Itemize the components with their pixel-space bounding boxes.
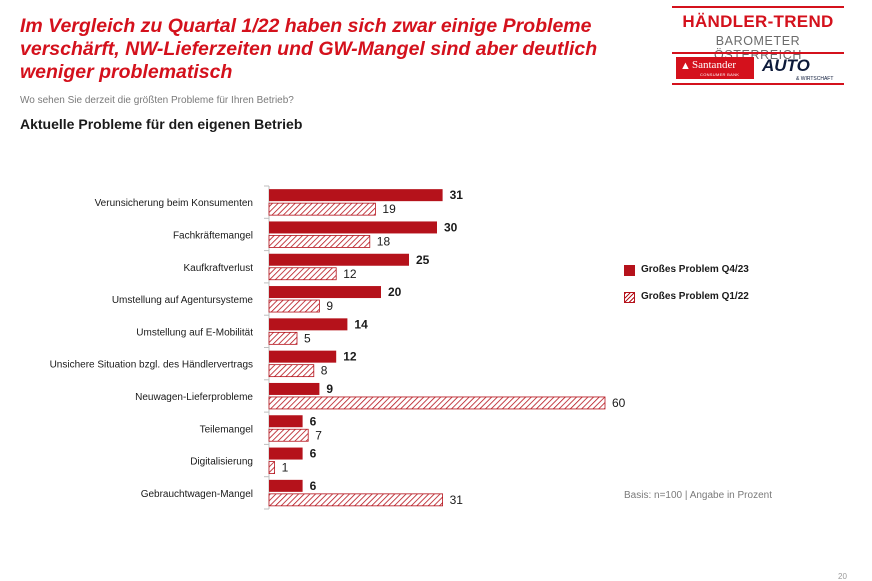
- bar-q1-22: [268, 493, 444, 507]
- basis-note: Basis: n=100 | Angabe in Prozent: [624, 490, 772, 501]
- category-label: Neuwagen-Lieferprobleme: [135, 392, 253, 403]
- data-label: 8: [321, 364, 328, 378]
- data-label: 6: [310, 414, 317, 428]
- data-label: 30: [444, 220, 458, 234]
- data-label: 9: [326, 299, 333, 313]
- category-label: Umstellung auf E-Mobilität: [136, 327, 253, 338]
- legend-item-q1-22: Großes Problem Q1/22: [624, 291, 844, 305]
- bar-q1-22: [268, 299, 320, 313]
- bar-q4-23: [269, 350, 337, 363]
- legend-label: Großes Problem Q1/22: [641, 291, 749, 302]
- bar-q4-23: [269, 479, 303, 492]
- auto-wirtschaft-logo: AUTO: [762, 56, 810, 75]
- logo-mid-rule: [672, 52, 844, 54]
- bar-q1-22: [268, 235, 371, 248]
- category-label: Kaufkraftverlust: [184, 263, 254, 274]
- auto-wirtschaft-tag: & WIRTSCHAFT: [796, 76, 834, 82]
- data-label: 9: [326, 382, 333, 396]
- bar-q4-23: [269, 286, 381, 299]
- data-label: 19: [382, 202, 396, 216]
- data-label: 7: [315, 428, 322, 442]
- data-label: 12: [343, 267, 357, 281]
- bar-q1-22: [268, 461, 275, 474]
- survey-question: Wo sehen Sie derzeit die größten Problem…: [20, 95, 294, 106]
- page-number: 20: [838, 572, 847, 581]
- data-label: 31: [450, 188, 464, 202]
- data-label: 1: [282, 461, 289, 475]
- bar-q4-23: [269, 318, 348, 331]
- santander-name: Santander: [692, 59, 736, 71]
- data-label: 12: [343, 350, 357, 364]
- bar-q1-22: [268, 202, 376, 216]
- bar-q4-23: [269, 189, 443, 202]
- data-label: 14: [354, 317, 368, 331]
- bar-q1-22: [268, 364, 315, 378]
- bar-q4-23: [269, 415, 303, 428]
- legend-swatch-solid: [624, 265, 635, 276]
- category-label: Gebrauchtwagen-Mangel: [141, 489, 253, 500]
- santander-logo: ▲ Santander CONSUMER BANK: [676, 57, 754, 79]
- bar-q1-22: [268, 428, 309, 442]
- category-label: Teilemangel: [200, 424, 253, 435]
- data-label: 20: [388, 285, 402, 299]
- bar-q1-22: [268, 331, 298, 345]
- bar-q4-23: [269, 221, 437, 234]
- chart-title: Aktuelle Probleme für den eigenen Betrie…: [20, 116, 303, 132]
- santander-tag: CONSUMER BANK: [700, 72, 740, 77]
- legend-swatch-hatched: [624, 292, 635, 303]
- logo-title: HÄNDLER-TREND: [682, 12, 834, 31]
- legend-item-q4-23: Großes Problem Q4/23: [624, 264, 844, 278]
- logo-top-rule: [672, 6, 844, 8]
- bar-q4-23: [269, 382, 320, 395]
- data-label: 6: [310, 447, 317, 461]
- bar-q1-22: [268, 267, 337, 281]
- flame-icon: ▲: [680, 60, 691, 72]
- category-label: Umstellung auf Agentursysteme: [112, 295, 254, 306]
- data-label: 25: [416, 253, 430, 267]
- category-label: Verunsicherung beim Konsumenten: [95, 198, 253, 209]
- bar-q1-22: [268, 396, 606, 410]
- data-label: 5: [304, 331, 311, 345]
- data-label: 6: [310, 479, 317, 493]
- legend-label: Großes Problem Q4/23: [641, 264, 749, 275]
- category-label: Unsichere Situation bzgl. des Händlerver…: [50, 360, 253, 371]
- data-label: 60: [612, 396, 626, 410]
- bar-q4-23: [269, 253, 409, 266]
- data-label: 31: [450, 493, 464, 507]
- brand-logo: HÄNDLER-TREND BAROMETER ÖSTERREICH ▲ San…: [672, 6, 844, 86]
- headline: Im Vergleich zu Quartal 1/22 haben sich …: [20, 15, 598, 83]
- category-label: Digitalisierung: [190, 457, 253, 468]
- bar-q4-23: [269, 447, 303, 460]
- category-label: Fachkräftemangel: [173, 230, 253, 241]
- data-label: 18: [377, 234, 391, 248]
- logo-bottom-rule: [672, 83, 844, 85]
